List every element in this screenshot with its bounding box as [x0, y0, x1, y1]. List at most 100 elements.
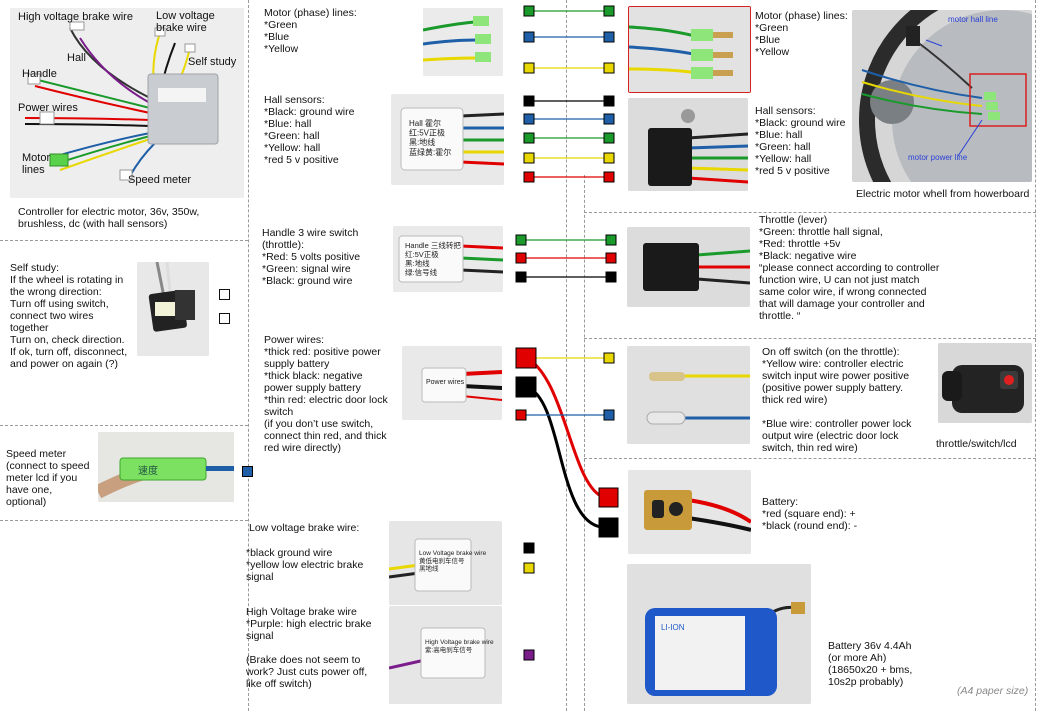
high-brake-photo-label: High Voltage brake wire 紫:高电刹车信号	[425, 639, 494, 654]
speed-meter-photo: 速度	[98, 432, 234, 502]
self-study-photo	[137, 262, 209, 356]
speed-photo-label: 速度	[138, 464, 158, 477]
terminal-hall-red-right	[603, 171, 615, 183]
low-brake-photo-label: Low Voltage brake wire 黄低电刹车信号黑地线	[419, 550, 487, 573]
hall-connector-photo	[628, 98, 748, 191]
label-motor-lines: Motor lines	[22, 152, 51, 176]
battery-connector-photo	[628, 470, 751, 554]
battery-connector-text: Battery: *red (square end): + *black (ro…	[762, 496, 858, 532]
motor-right-text: Motor (phase) lines: *Green *Blue *Yello…	[755, 10, 848, 58]
divider-right-2	[584, 338, 1036, 339]
terminal-low-brake-black	[523, 542, 535, 554]
throttle-connectors	[515, 234, 617, 283]
terminal-throttle-black-right	[605, 271, 617, 283]
divider-left-2	[0, 425, 248, 426]
low-brake-text: *black ground wire *yellow low electric …	[246, 547, 364, 583]
terminal-battery-black	[598, 517, 619, 538]
battery-pack-text: Battery 36v 4.4Ah (or more Ah) (18650x20…	[828, 640, 913, 688]
handle-photo: Handle 三线转把红:5V正极黑:地线绿:信号线	[393, 226, 503, 292]
brake-connectors	[523, 542, 535, 661]
label-speed-meter: Speed meter	[128, 174, 191, 186]
terminal-hall-red-left	[523, 171, 535, 183]
hall-sensors-photo: Hall 霍尔红:5V正极黑:地线蓝绿黄:霍尔	[391, 94, 504, 185]
hall-right-text: Hall sensors: *Black: ground wire *Blue:…	[755, 105, 846, 177]
terminal-hall-blue-left	[523, 113, 535, 125]
terminal-onoff-yellow	[603, 352, 615, 364]
controller-caption: Controller for electric motor, 36v, 350w…	[18, 206, 200, 230]
label-handle: Handle	[22, 68, 57, 80]
divider-center	[566, 0, 567, 711]
terminal-hall-green-right	[603, 132, 615, 144]
paper-size-note: (A4 paper size)	[957, 685, 1029, 697]
terminal-throttle-black-left	[515, 271, 527, 283]
high-brake-text: High Voltage brake wire *Purple: high el…	[246, 606, 372, 690]
motor-connector-photo	[628, 6, 751, 93]
terminal-throttle-green-right	[605, 234, 617, 246]
terminal-battery-red	[598, 487, 619, 508]
terminal-speed-meter-blue	[242, 466, 253, 477]
wire-battery-red	[526, 356, 602, 498]
hoverboard-caption: Electric motor whell from howerboard	[856, 188, 1030, 200]
motor-hall-line-label: motor hall line	[948, 15, 998, 24]
label-hall: Hall	[67, 52, 86, 64]
wiring-connector-diagram	[515, 5, 619, 661]
battery-pack-photo: LI-ION	[627, 564, 811, 704]
controller-photo	[10, 8, 244, 198]
wire-battery-black	[526, 385, 602, 529]
hoverboard-wheel-photo: motor hall line motor power line	[852, 10, 1032, 182]
terminal-onoff-blue	[603, 409, 615, 421]
terminal-motor-blue-right	[603, 31, 615, 43]
terminal-hall-green-left	[523, 132, 535, 144]
low-brake-photo: Low Voltage brake wire 黄低电刹车信号黑地线	[389, 521, 502, 605]
handle-photo-label: Handle 三线转把红:5V正极黑:地线绿:信号线	[405, 240, 461, 277]
terminal-hall-black-left	[523, 95, 535, 107]
self-study-checkbox-2[interactable]	[219, 313, 230, 324]
motor-lines-text: Motor (phase) lines: *Green *Blue *Yello…	[264, 7, 357, 55]
terminal-motor-yellow-right	[603, 62, 615, 74]
divider-left-3	[0, 520, 248, 521]
terminal-motor-blue-left	[523, 31, 535, 43]
terminal-high-brake-purple	[523, 649, 535, 661]
throttle-text: Throttle (lever) *Green: throttle hall s…	[759, 214, 940, 322]
hall-photo-label: Hall 霍尔红:5V正极黑:地线蓝绿黄:霍尔	[409, 118, 451, 157]
terminal-throttle-red-left	[515, 252, 527, 264]
divider-right-edge	[1035, 0, 1036, 711]
terminal-hall-black-right	[603, 95, 615, 107]
throttle-lcd-caption: throttle/switch/lcd	[936, 438, 1017, 450]
throttle-connector-photo	[627, 227, 750, 307]
low-brake-title: Low voltage brake wire:	[249, 522, 360, 534]
motor-lines-photo	[423, 8, 503, 76]
divider-right-3	[584, 458, 1036, 459]
label-power-wires: Power wires	[18, 102, 78, 114]
motor-power-line-label: motor power line	[908, 153, 968, 162]
power-photo-label: Power wires	[426, 379, 465, 386]
onoff-text: On off switch (on the throttle): *Yellow…	[762, 346, 912, 454]
divider-right-1	[584, 212, 1036, 213]
label-low-brake: Low voltage brake wire	[156, 10, 215, 34]
terminal-thick-black	[515, 376, 537, 398]
terminal-hall-yellow-right	[603, 152, 615, 164]
terminal-low-brake-yellow	[523, 562, 535, 574]
throttle-lcd-photo	[938, 343, 1032, 423]
self-study-checkbox-1[interactable]	[219, 289, 230, 300]
power-wires-text: Power wires: *thick red: positive power …	[264, 334, 388, 454]
divider-left-column	[248, 0, 249, 711]
motor-phase-connectors	[523, 5, 615, 74]
label-high-brake: High voltage brake wire	[18, 11, 133, 23]
terminal-motor-green-left	[523, 5, 535, 17]
divider-left-1	[0, 240, 248, 241]
label-self-study: Self study	[188, 56, 237, 68]
terminal-motor-yellow-left	[523, 62, 535, 74]
hall-connectors	[523, 95, 615, 183]
onoff-switch-photo	[627, 346, 750, 444]
battery-photo-label: LI-ION	[661, 623, 685, 632]
terminal-throttle-green-left	[515, 234, 527, 246]
speed-meter-text: Speed meter (connect to speed meter lcd …	[6, 448, 90, 508]
handle-text: Handle 3 wire switch (throttle): *Red: 5…	[262, 227, 361, 287]
terminal-thin-red	[515, 409, 527, 421]
divider-right-inner	[584, 175, 585, 711]
power-wires-photo: Power wires	[402, 346, 502, 420]
terminal-throttle-red-right	[605, 252, 617, 264]
power-connectors	[515, 347, 619, 538]
terminal-thick-red	[515, 347, 537, 369]
